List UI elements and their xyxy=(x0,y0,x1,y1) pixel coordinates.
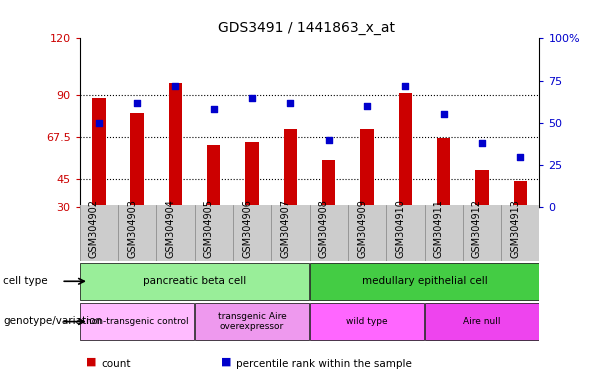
Text: Aire null: Aire null xyxy=(463,317,501,326)
Bar xyxy=(131,114,144,207)
Text: medullary epithelial cell: medullary epithelial cell xyxy=(362,276,487,286)
Point xyxy=(247,94,257,101)
Point xyxy=(132,99,142,106)
Point xyxy=(94,120,104,126)
Text: non-transgenic control: non-transgenic control xyxy=(86,317,188,326)
Bar xyxy=(398,93,412,207)
Text: count: count xyxy=(101,359,131,369)
Point xyxy=(477,140,487,146)
Text: ■: ■ xyxy=(86,357,96,367)
Bar xyxy=(310,303,424,340)
Text: genotype/variation: genotype/variation xyxy=(3,316,102,326)
Bar xyxy=(514,181,527,207)
Text: wild type: wild type xyxy=(346,317,388,326)
Bar xyxy=(310,263,539,300)
Bar xyxy=(437,138,451,207)
Text: cell type: cell type xyxy=(3,276,48,286)
Bar xyxy=(245,142,259,207)
Text: pancreatic beta cell: pancreatic beta cell xyxy=(143,276,246,286)
Text: GDS3491 / 1441863_x_at: GDS3491 / 1441863_x_at xyxy=(218,21,395,35)
Bar xyxy=(92,98,105,207)
Point xyxy=(362,103,372,109)
Point xyxy=(516,154,525,160)
Bar xyxy=(196,303,309,340)
Point xyxy=(209,106,219,113)
Bar xyxy=(80,263,309,300)
Bar xyxy=(80,303,194,340)
Point xyxy=(400,83,410,89)
Text: transgenic Aire
overexpressor: transgenic Aire overexpressor xyxy=(218,312,286,331)
Point xyxy=(286,99,295,106)
Point xyxy=(324,137,333,143)
Bar xyxy=(207,146,221,207)
Bar xyxy=(322,161,335,207)
Text: percentile rank within the sample: percentile rank within the sample xyxy=(236,359,412,369)
Bar xyxy=(425,303,539,340)
Bar xyxy=(169,83,182,207)
Bar xyxy=(475,170,489,207)
Point xyxy=(439,111,449,118)
Bar xyxy=(360,129,374,207)
Text: ■: ■ xyxy=(221,357,231,367)
Bar xyxy=(284,129,297,207)
Point xyxy=(170,83,180,89)
